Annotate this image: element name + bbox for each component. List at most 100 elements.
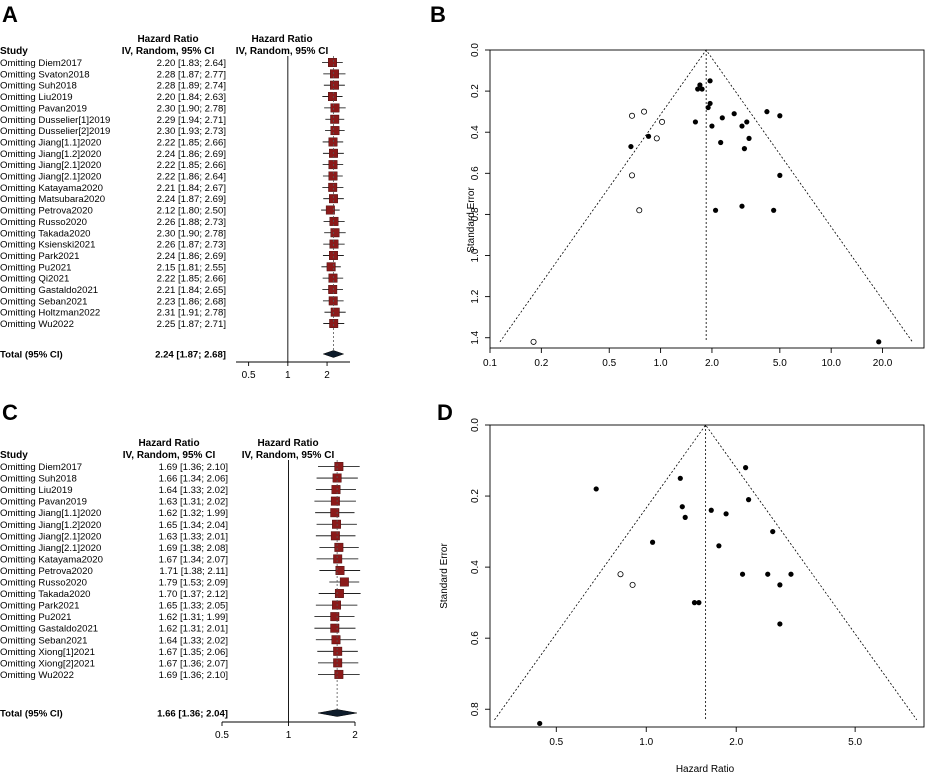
observed-study-point (699, 86, 705, 92)
effect-subtitle: IV, Random, 95% CI (122, 46, 215, 57)
x-tick-label: 5.0 (848, 737, 862, 748)
hazard-ratio-ci: 2.30 [1.90; 2.78] (157, 228, 226, 239)
observed-study-point (764, 109, 770, 115)
hazard-ratio-ci: 2.22 [1.85; 2.66] (157, 137, 226, 148)
study-estimate-box (329, 319, 339, 328)
x-tick-label: 5.0 (773, 358, 787, 369)
hazard-ratio-ci: 1.71 [1.38; 2.11] (159, 566, 228, 577)
study-label: Omitting Park2021 (0, 601, 79, 612)
study-estimate-box (329, 194, 338, 204)
study-label: Omitting Qi2021 (0, 274, 69, 285)
study-label: Omitting Seban2021 (0, 635, 87, 646)
hazard-ratio-ci: 2.28 [1.87; 2.77] (157, 69, 226, 80)
observed-study-point (628, 143, 634, 150)
observed-study-point (788, 571, 794, 577)
observed-study-point (697, 82, 703, 88)
hazard-ratio-ci: 1.62 [1.31; 2.01] (159, 624, 228, 635)
plot-title: Hazard Ratio (257, 438, 318, 449)
study-label: Omitting Matsubara2020 (0, 194, 105, 205)
study-estimate-box (334, 669, 344, 679)
hazard-ratio-ci: 1.69 [1.36; 2.10] (159, 462, 228, 473)
observed-study-point (716, 543, 722, 549)
study-label: Omitting Pu2021 (0, 612, 71, 623)
x-tick-label: 20.0 (873, 358, 893, 369)
study-estimate-box (328, 182, 338, 192)
observed-study-point (745, 497, 752, 503)
observed-study-point (708, 507, 714, 513)
study-estimate-box (330, 508, 340, 518)
study-estimate-box (330, 114, 340, 124)
study-estimate-box (328, 92, 337, 102)
hazard-ratio-ci: 2.24 [1.86; 2.69] (157, 149, 226, 160)
pooled-estimate-diamond (317, 709, 357, 717)
study-estimate-box (333, 658, 343, 668)
imputed-study-point (617, 571, 624, 578)
study-estimate-box (328, 171, 338, 181)
observed-study-point (692, 119, 699, 125)
study-label: Omitting Jiang[1.1]2020 (0, 137, 101, 148)
effect-title: Hazard Ratio (138, 438, 199, 449)
hazard-ratio-ci: 2.23 [1.86; 2.68] (157, 296, 226, 307)
x-tick-label: 0.5 (549, 737, 563, 748)
x-axis-label: Hazard Ratio (676, 764, 735, 774)
study-label: Omitting Gastaldo2021 (0, 624, 98, 635)
hazard-ratio-ci: 2.22 [1.85; 2.66] (157, 274, 226, 285)
study-header: Study (0, 450, 28, 461)
study-estimate-box (331, 635, 341, 645)
observed-study-point (777, 113, 783, 119)
hazard-ratio-ci: 2.20 [1.83; 2.64] (157, 58, 226, 69)
x-tick-label: 2.0 (705, 358, 719, 369)
study-label: Omitting Liu2019 (0, 485, 73, 496)
study-estimate-box (328, 285, 338, 294)
total-label: Total (95% CI) (0, 709, 63, 720)
observed-study-point (744, 119, 750, 125)
study-label: Omitting Liu2019 (0, 92, 73, 103)
study-label: Omitting Jiang[1.1]2020 (0, 508, 101, 519)
study-estimate-box (333, 554, 343, 564)
effect-subtitle: IV, Random, 95% CI (123, 450, 216, 461)
study-estimate-box (326, 262, 336, 272)
y-tick-label: 1.0 (470, 248, 481, 262)
observed-study-point (777, 172, 783, 178)
hazard-ratio-ci: 1.69 [1.36; 2.10] (159, 670, 228, 681)
study-label: Omitting Pavan2019 (0, 497, 87, 508)
observed-study-point (705, 104, 711, 111)
study-label: Omitting Seban2021 (0, 296, 87, 307)
y-tick-label: 1.4 (470, 330, 481, 344)
imputed-study-point (530, 338, 537, 345)
observed-study-point (765, 571, 771, 577)
hazard-ratio-ci: 2.20 [1.84; 2.63] (157, 92, 226, 103)
hazard-ratio-ci: 2.12 [1.80; 2.50] (157, 206, 226, 217)
plot-subtitle: IV, Random, 95% CI (236, 46, 329, 57)
study-estimate-box (330, 80, 339, 90)
observed-study-point (746, 135, 752, 141)
forest-plot-c: Hazard Ratio IV, Random, 95% CI Hazard R… (0, 438, 361, 741)
study-label: Omitting Jiang[2.1]2020 (0, 543, 101, 554)
imputed-study-point (659, 118, 666, 125)
study-label: Omitting Russo2020 (0, 578, 87, 589)
hazard-ratio-ci: 2.30 [1.93; 2.73] (157, 126, 226, 137)
plot-subtitle: IV, Random, 95% CI (242, 450, 335, 461)
imputed-study-point (629, 112, 636, 119)
y-tick-label: 0.8 (470, 207, 481, 221)
imputed-study-point (653, 135, 660, 142)
hazard-ratio-ci: 2.26 [1.88; 2.73] (157, 217, 226, 228)
study-estimate-box (335, 566, 345, 575)
x-tick-label: 1 (286, 730, 292, 741)
x-tick-label: 0.5 (602, 358, 616, 369)
hazard-ratio-ci: 1.64 [1.33; 2.02] (159, 485, 228, 496)
x-tick-label: 0.5 (242, 370, 256, 381)
hazard-ratio-ci: 2.15 [1.81; 2.55] (157, 262, 226, 273)
y-tick-label: 0.4 (470, 560, 481, 574)
study-estimate-box (332, 519, 341, 529)
x-tick-label: 10.0 (821, 358, 841, 369)
observed-study-point (696, 600, 702, 606)
study-label: Omitting Suh2018 (0, 81, 77, 92)
plot-frame (489, 424, 925, 728)
hazard-ratio-ci: 1.67 [1.36; 2.07] (159, 658, 228, 669)
funnel-plot-b: Standard Error 0.1 0.2 0.5 1.0 2.0 5.0 10.0 20.… (466, 43, 925, 369)
x-tick-label: 0.2 (534, 358, 548, 369)
x-tick-label: 0.1 (483, 358, 497, 369)
hazard-ratio-ci: 2.28 [1.89; 2.74] (157, 81, 226, 92)
